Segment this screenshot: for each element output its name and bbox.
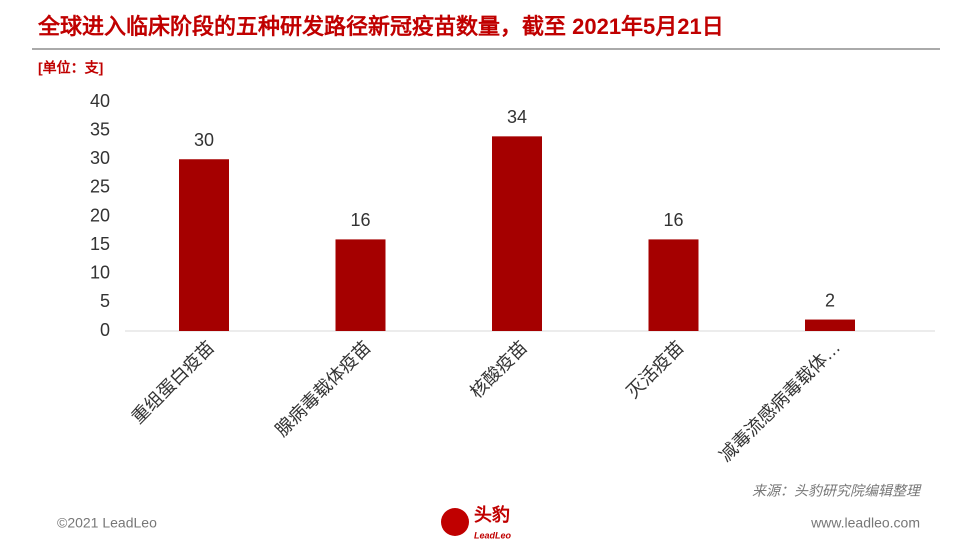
y-tick-label: 25 — [90, 177, 110, 197]
value-label: 34 — [507, 107, 527, 127]
y-tick-label: 15 — [90, 234, 110, 254]
website: www.leadleo.com — [810, 515, 920, 531]
bar — [179, 159, 229, 331]
bar — [648, 239, 699, 331]
y-tick-label: 20 — [90, 205, 110, 225]
x-tick-label: 减毒流感病毒载体… — [715, 337, 844, 466]
x-tick-label: 灭活疫苗 — [623, 337, 688, 402]
y-tick-label: 5 — [100, 291, 110, 311]
logo-en: LeadLeo — [474, 530, 512, 540]
y-tick-label: 30 — [90, 148, 110, 168]
chart-title: 全球进入临床阶段的五种研发路径新冠疫苗数量，截至 2021年5月21日 — [37, 14, 724, 39]
logo-icon — [441, 508, 469, 536]
value-label: 16 — [350, 210, 370, 230]
copyright: ©2021 LeadLeo — [57, 515, 157, 531]
y-tick-label: 35 — [90, 119, 110, 139]
value-label: 16 — [663, 210, 683, 230]
bar — [492, 136, 542, 331]
source-note: 来源：头豹研究院编辑整理 — [752, 483, 922, 499]
value-label: 2 — [825, 290, 835, 310]
unit-label: [单位：支] — [38, 60, 103, 76]
bar — [805, 319, 855, 331]
x-tick-label: 核酸疫苗 — [466, 337, 531, 402]
y-tick-label: 40 — [90, 91, 110, 111]
bar — [335, 239, 386, 331]
y-tick-label: 0 — [100, 320, 110, 340]
x-tick-label: 腺病毒载体疫苗 — [271, 337, 374, 440]
x-tick-label: 重组蛋白疫苗 — [128, 337, 219, 428]
value-label: 30 — [194, 130, 214, 150]
y-tick-label: 10 — [90, 263, 110, 283]
logo-cn: 头豹 — [474, 504, 510, 525]
